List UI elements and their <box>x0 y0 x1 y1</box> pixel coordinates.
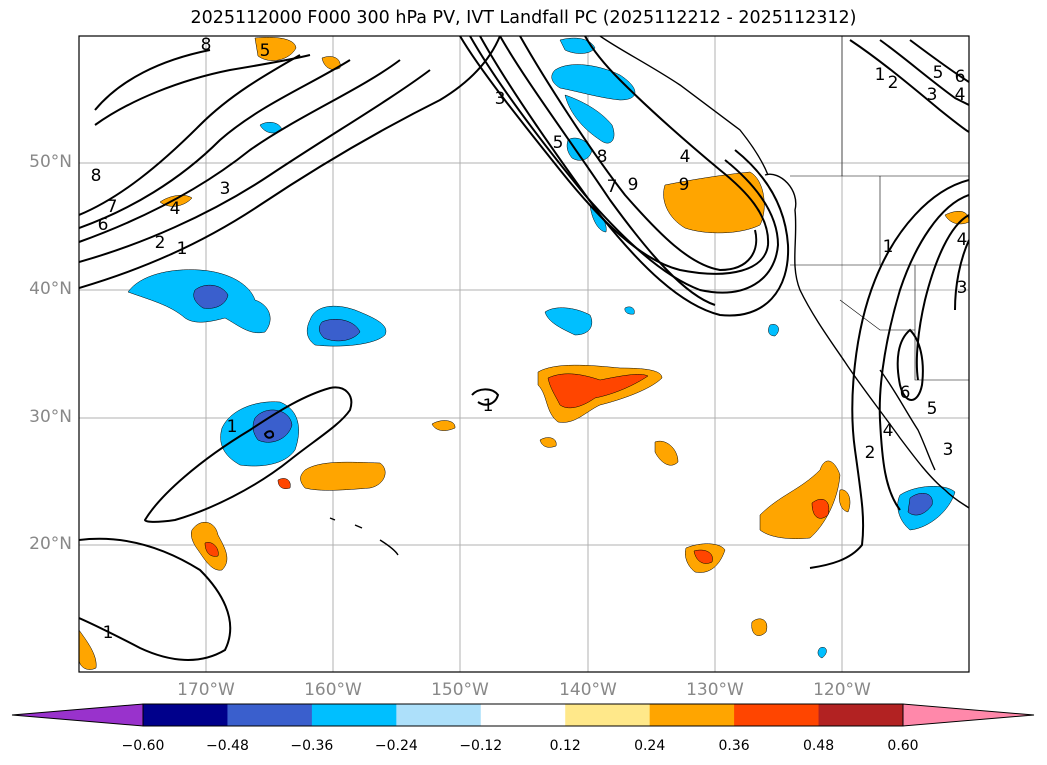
contour-label: 6 <box>98 215 109 235</box>
lat-label: 20°N <box>29 534 72 554</box>
colorbar-tick-label: 0.12 <box>549 738 581 754</box>
colorbar-tick-label: 0.24 <box>634 738 666 754</box>
contour-label: 5 <box>933 63 944 83</box>
contour-label: 3 <box>943 440 954 460</box>
colorbar-segment <box>649 704 735 726</box>
coastlines <box>329 36 969 556</box>
contour-labels: 1 1 1 1 2 3 3 4 4 5 5 6 7 7 8 8 8 9 9 1 … <box>91 35 968 643</box>
contour-label: 2 <box>865 443 876 463</box>
lon-label: 140°W <box>559 680 617 700</box>
colorbar-segment <box>565 704 651 726</box>
contour-label: 1 <box>883 237 894 257</box>
contour-label: 4 <box>955 85 966 105</box>
contour-label: 1 <box>875 65 886 85</box>
colorbar-tick-label: 0.36 <box>718 738 750 754</box>
colorbar-segment <box>818 704 904 726</box>
gridlines <box>79 36 969 672</box>
colorbar-segment <box>143 704 228 726</box>
contour-label: 7 <box>107 197 118 217</box>
contour-label: 4 <box>680 147 691 167</box>
lat-label: 40°N <box>29 279 72 299</box>
lon-label: 120°W <box>813 680 871 700</box>
map-title: 2025112000 F000 300 hPa PV, IVT Landfall… <box>190 8 857 28</box>
contour-label: 5 <box>553 133 564 153</box>
contour-label: 6 <box>955 67 966 87</box>
contour-label: 1 <box>103 623 114 643</box>
colorbar-tick-label: −0.12 <box>459 738 503 754</box>
lon-label: 160°W <box>304 680 362 700</box>
contour-label: 7 <box>607 177 618 197</box>
colorbar-tick-label: 0.60 <box>887 738 919 754</box>
colorbar-tick-label: −0.36 <box>290 738 334 754</box>
contour-label: 3 <box>927 85 938 105</box>
contour-label: 1 <box>177 239 188 259</box>
positive-shading <box>79 37 969 670</box>
contour-label: 3 <box>957 278 968 298</box>
lat-label: 30°N <box>29 407 72 427</box>
colorbar-max-extend <box>902 703 1035 727</box>
colorbar-segment <box>311 704 397 726</box>
lat-label: 50°N <box>29 152 72 172</box>
colorbar-segment <box>227 704 313 726</box>
map-frame <box>78 35 970 673</box>
contour-label: 2 <box>155 233 166 253</box>
contour-label: 4 <box>883 421 894 441</box>
colorbar-frame <box>142 703 904 727</box>
contour-label: 9 <box>628 175 639 195</box>
colorbar-tick-label: −0.60 <box>121 738 165 754</box>
colorbar-min-extend <box>11 703 144 727</box>
contour-label: 4 <box>957 230 968 250</box>
contours <box>79 36 969 661</box>
contour-label: 3 <box>495 89 506 109</box>
contour-label: 8 <box>201 35 212 55</box>
colorbar-segment <box>396 704 482 726</box>
contour-label: 4 <box>170 199 181 219</box>
colorbar-tick-label: 0.48 <box>802 738 835 754</box>
contour-label: 3 <box>220 179 231 199</box>
lon-label: 170°W <box>177 680 235 700</box>
contour-label: 1 <box>483 396 494 416</box>
contour-label: 5 <box>927 399 938 419</box>
lon-label: 150°W <box>431 680 489 700</box>
contour-label: 8 <box>91 166 102 186</box>
contour-label: 6 <box>900 383 911 403</box>
contour-label: 8 <box>597 147 608 167</box>
contour-label: 5 <box>260 41 271 61</box>
colorbar-tick-label: −0.48 <box>205 738 249 754</box>
borders <box>790 36 969 381</box>
colorbar-segment <box>734 704 820 726</box>
contour-label: 1 <box>227 417 238 437</box>
colorbar-tick-label: −0.24 <box>374 738 418 754</box>
contour-label: 2 <box>888 73 899 93</box>
colorbar-segment <box>480 704 566 726</box>
lon-label: 130°W <box>686 680 744 700</box>
contour-label: 9 <box>679 175 690 195</box>
